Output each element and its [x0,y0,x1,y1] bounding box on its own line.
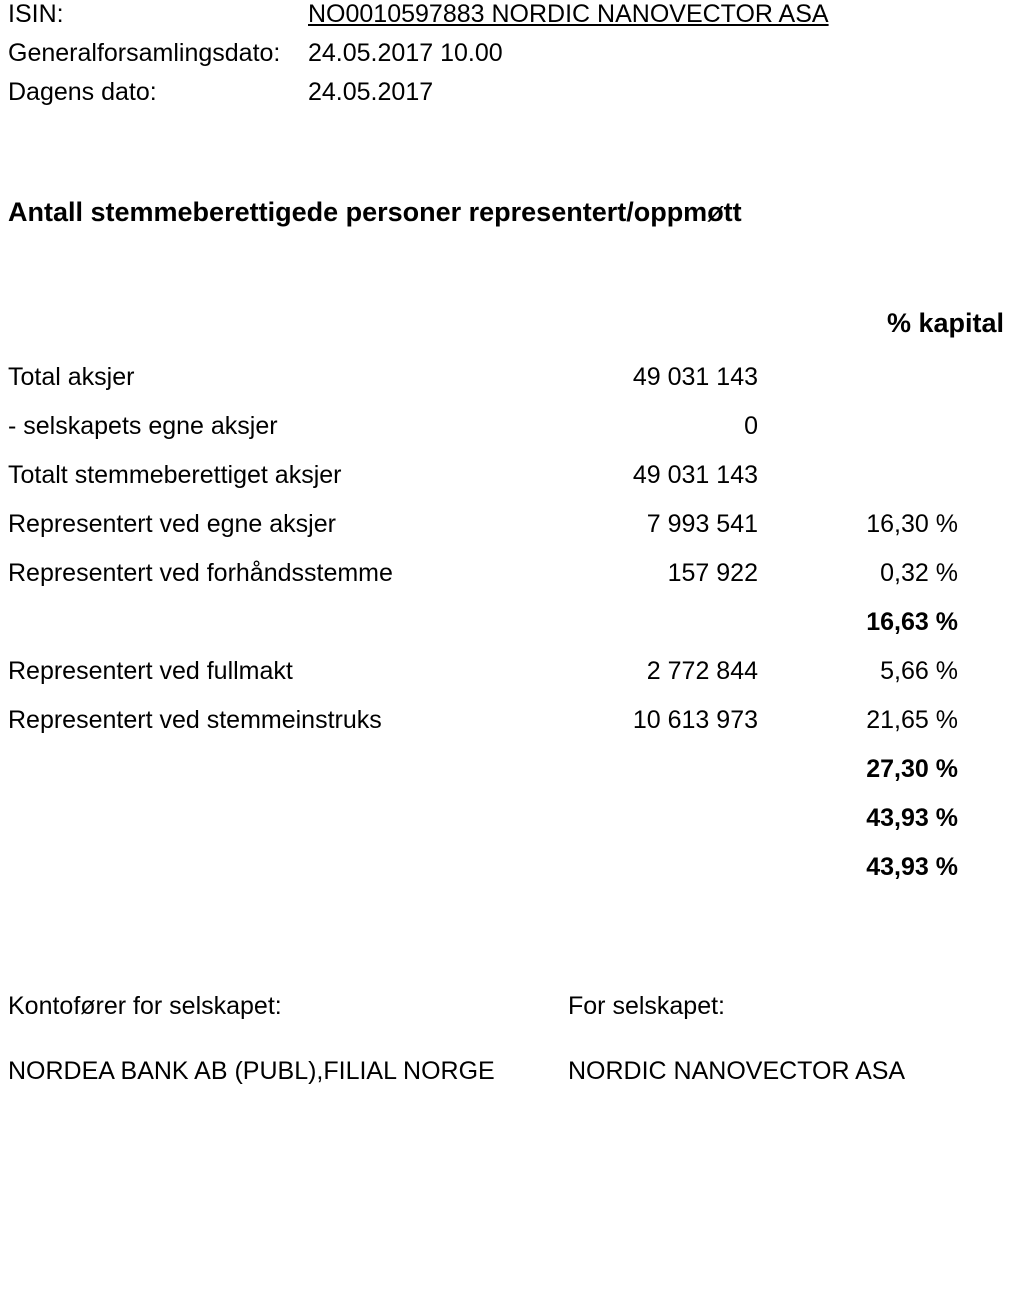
row-percent: 16,63 % [758,608,970,637]
today-date-row: Dagens dato: 24.05.2017 [8,78,1016,107]
row-value: 10 613 973 [528,706,758,735]
footer-names-row: NORDEA BANK AB (PUBL),FILIAL NORGE NORDI… [8,1057,1016,1086]
data-table: % kapital Total aksjer49 031 143- selska… [8,308,1016,882]
table-row: Totalt stemmeberettiget aksjer49 031 143 [8,461,1016,490]
row-value: 2 772 844 [528,657,758,686]
row-percent: 0,32 % [758,559,970,588]
meeting-date-row: Generalforsamlingsdato: 24.05.2017 10.00 [8,39,1016,68]
row-label: Representert ved egne aksjer [8,510,528,539]
meeting-date-label: Generalforsamlingsdato: [8,39,308,68]
footer-left-label: Kontofører for selskapet: [8,992,568,1021]
table-row: Representert ved stemmeinstruks10 613 97… [8,706,1016,735]
row-percent: 27,30 % [758,755,970,784]
table-row: 16,63 % [8,608,1016,637]
table-body: Total aksjer49 031 143- selskapets egne … [8,363,1016,882]
footer-labels-row: Kontofører for selskapet: For selskapet: [8,992,1016,1021]
row-value: 7 993 541 [528,510,758,539]
row-label: Representert ved forhåndsstemme [8,559,528,588]
kapital-header-row: % kapital [8,308,1016,339]
row-label: Representert ved fullmakt [8,657,528,686]
row-value: 0 [528,412,758,441]
table-row: 43,93 % [8,853,1016,882]
table-row: Total aksjer49 031 143 [8,363,1016,392]
meeting-date-value: 24.05.2017 10.00 [308,39,503,68]
row-label: Total aksjer [8,363,528,392]
footer-right-name: NORDIC NANOVECTOR ASA [568,1057,1016,1086]
today-date-label: Dagens dato: [8,78,308,107]
row-value: 49 031 143 [528,461,758,490]
row-label: Representert ved stemmeinstruks [8,706,528,735]
table-row: Representert ved egne aksjer7 993 54116,… [8,510,1016,539]
table-row: 43,93 % [8,804,1016,833]
kapital-header: % kapital [804,308,1016,339]
isin-value: NO0010597883 NORDIC NANOVECTOR ASA [308,0,829,29]
row-percent: 5,66 % [758,657,970,686]
row-label: Totalt stemmeberettiget aksjer [8,461,528,490]
row-percent: 43,93 % [758,853,970,882]
row-percent: 43,93 % [758,804,970,833]
row-label: - selskapets egne aksjer [8,412,528,441]
footer-right-label: For selskapet: [568,992,1016,1021]
document-page: ISIN: NO0010597883 NORDIC NANOVECTOR ASA… [0,0,1024,1086]
footer-left-name: NORDEA BANK AB (PUBL),FILIAL NORGE [8,1057,568,1086]
row-value: 157 922 [528,559,758,588]
footer: Kontofører for selskapet: For selskapet:… [8,992,1016,1086]
section-title: Antall stemmeberettigede personer repres… [8,197,1016,228]
table-row: - selskapets egne aksjer0 [8,412,1016,441]
table-row: 27,30 % [8,755,1016,784]
today-date-value: 24.05.2017 [308,78,433,107]
isin-label: ISIN: [8,0,308,29]
table-row: Representert ved fullmakt2 772 8445,66 % [8,657,1016,686]
row-percent: 16,30 % [758,510,970,539]
row-value: 49 031 143 [528,363,758,392]
isin-row: ISIN: NO0010597883 NORDIC NANOVECTOR ASA [8,0,1016,29]
table-row: Representert ved forhåndsstemme157 9220,… [8,559,1016,588]
row-percent: 21,65 % [758,706,970,735]
